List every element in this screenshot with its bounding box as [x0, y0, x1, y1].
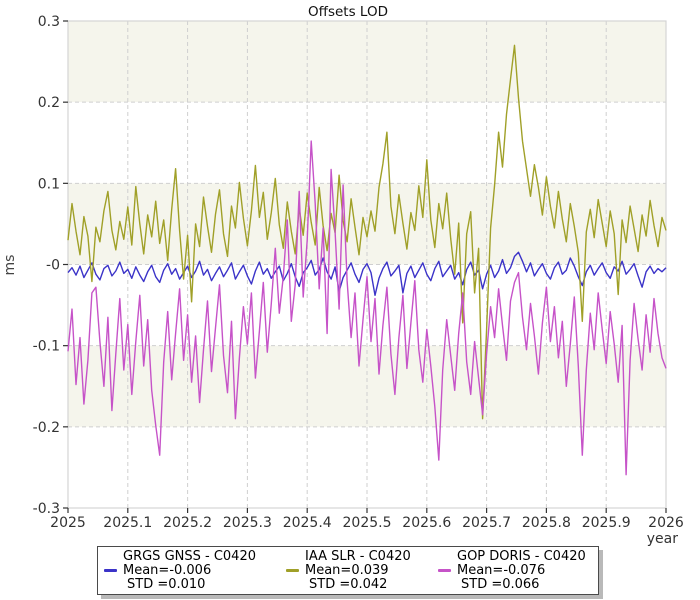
x-tick-label: 2025.6 [402, 515, 451, 531]
legend-swatch-iaa-slr [286, 569, 299, 573]
legend-swatch-gop-doris [438, 569, 451, 573]
x-tick-label: 2025.8 [522, 515, 571, 531]
legend-series-name: IAA SLR - C0420 [305, 549, 411, 564]
x-tick-label: 2026 [648, 515, 684, 531]
plot-series [67, 44, 667, 476]
legend-std-value: STD =0.066 [461, 576, 540, 592]
plot-axes [63, 20, 667, 513]
legend-series-name: GOP DORIS - C0420 [457, 549, 586, 564]
x-tick-label: 2025.3 [223, 515, 272, 531]
legend-mean-value: Mean=0.039 [305, 562, 389, 578]
x-tick-label: 2025.5 [343, 515, 392, 531]
legend-mean-value: Mean=-0.006 [123, 562, 212, 578]
plot-band [68, 21, 666, 103]
x-tick-label: 2025 [50, 515, 86, 531]
legend-entry-grgs-gnss: GRGS GNSS - C0420 Mean=-0.006 STD =0.010 [104, 550, 286, 591]
legend-std-value: STD =0.010 [127, 576, 206, 592]
y-tick-label: -0.3 [33, 501, 60, 517]
y-tick-label: 0.3 [38, 14, 60, 30]
y-tick-label: 0.2 [38, 95, 60, 111]
y-tick-label: -0.2 [33, 420, 60, 436]
x-tick-label: 2025.1 [103, 515, 152, 531]
y-axis-label: ms [2, 255, 18, 276]
x-axis-label: year [647, 531, 678, 547]
legend-entry-iaa-slr: IAA SLR - C0420 Mean=0.039 STD =0.042 [286, 550, 438, 591]
legend-series-name: GRGS GNSS - C0420 [123, 549, 256, 564]
series-line-1 [67, 251, 667, 296]
x-tick-label: 2025.2 [163, 515, 212, 531]
series-line-2 [67, 44, 667, 420]
x-tick-label: 2025.7 [462, 515, 511, 531]
series-line-3 [67, 140, 667, 476]
chart-title: Offsets LOD [308, 4, 388, 20]
legend-std-value: STD =0.042 [309, 576, 388, 592]
y-tick-label: -0 [46, 258, 60, 274]
x-tick-label: 2025.4 [283, 515, 332, 531]
legend-entry-gop-doris: GOP DORIS - C0420 Mean=-0.076 STD =0.066 [438, 550, 596, 591]
plot-band [68, 426, 666, 508]
x-tick-label: 2025.9 [582, 515, 631, 531]
legend-mean-value: Mean=-0.076 [457, 562, 546, 578]
y-tick-label: 0.1 [38, 176, 60, 192]
legend-box: GRGS GNSS - C0420 Mean=-0.006 STD =0.010… [97, 546, 599, 596]
legend-swatch-grgs-gnss [104, 569, 117, 573]
y-tick-label: -0.1 [33, 339, 60, 355]
plot-tick-labels: 2025 2025.1 2025.2 2025.3 2025.4 2025.5 2025.6… [33, 14, 684, 531]
